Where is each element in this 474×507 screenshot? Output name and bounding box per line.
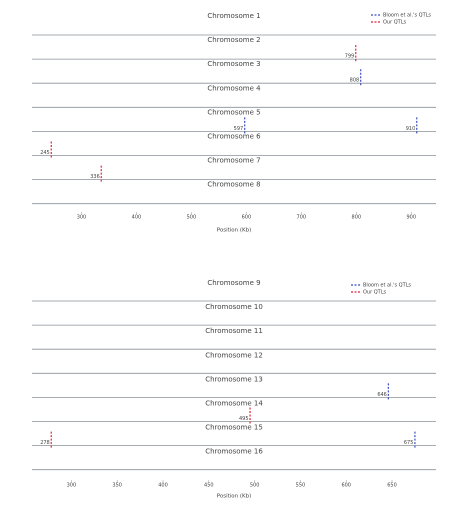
chromosome-label: Chromosome 5 (207, 108, 260, 116)
x-tick-label: 300 (67, 483, 77, 489)
x-tick-label: 650 (387, 483, 397, 489)
chromosome-label: Chromosome 12 (205, 351, 263, 359)
qtl-label: 799 (345, 54, 355, 60)
chromosome-label: Chromosome 4 (207, 84, 261, 92)
qtl-label: 910 (406, 126, 416, 132)
chromosome-label: Chromosome 2 (207, 36, 260, 44)
x-tick-label: 400 (132, 215, 142, 221)
x-axis-label: Position (Kb) (217, 228, 252, 234)
chromosome-label: Chromosome 3 (207, 60, 260, 68)
chromosome-label: Chromosome 7 (207, 157, 260, 165)
chromosome-label: Chromosome 16 (205, 448, 263, 456)
x-tick-label: 300 (77, 215, 87, 221)
x-tick-label: 400 (158, 483, 168, 489)
x-tick-label: 700 (297, 215, 307, 221)
legend-label: Bloom et al.'s QTLs (363, 283, 411, 289)
qtl-label: 675 (404, 440, 414, 446)
chromosome-label: Chromosome 15 (205, 424, 263, 432)
qtl-label: 336 (90, 174, 100, 180)
x-tick-label: 450 (204, 483, 214, 489)
x-tick-label: 500 (187, 215, 197, 221)
qtl-label: 646 (377, 392, 387, 398)
chromosome-label: Chromosome 1 (207, 12, 260, 20)
qtl-label: 245 (40, 150, 50, 156)
qtl-label: 495 (239, 416, 249, 422)
chromosome-label: Chromosome 13 (205, 375, 263, 383)
x-tick-label: 550 (296, 483, 306, 489)
chromosome-label: Chromosome 10 (205, 303, 263, 311)
chromosome-label: Chromosome 8 (207, 181, 260, 189)
chromosome-label: Chromosome 9 (207, 279, 260, 287)
chromosome-label: Chromosome 6 (207, 133, 261, 141)
x-axis-label: Position (Kb) (217, 494, 252, 500)
qtl-label: 278 (40, 440, 50, 446)
chromosome-label: Chromosome 14 (205, 400, 263, 408)
legend-label: Our QTLs (383, 20, 407, 26)
x-tick-label: 600 (341, 483, 351, 489)
legend-label: Bloom et al.'s QTLs (383, 13, 431, 19)
x-tick-label: 900 (406, 215, 416, 221)
x-tick-label: 500 (250, 483, 260, 489)
legend-label: Our QTLs (363, 290, 387, 296)
qtl-label: 808 (350, 78, 360, 84)
x-tick-label: 800 (352, 215, 362, 221)
x-tick-label: 600 (242, 215, 252, 221)
x-tick-label: 350 (112, 483, 122, 489)
qtl-label: 597 (234, 126, 244, 132)
chromosome-label: Chromosome 11 (205, 327, 263, 335)
